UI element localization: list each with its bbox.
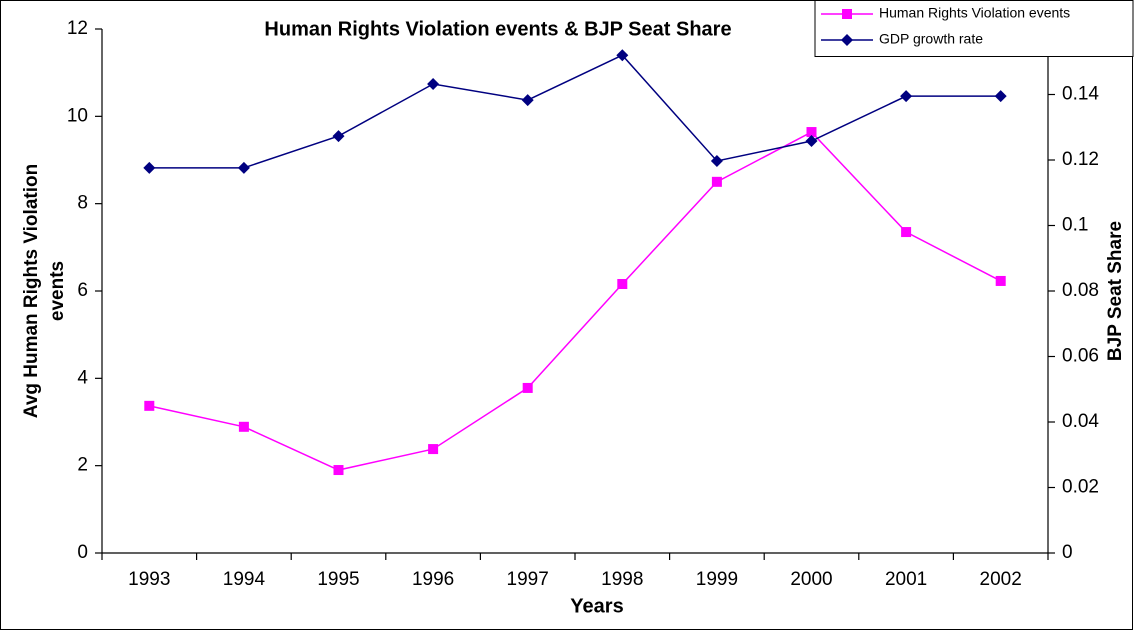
y2-tick-label: 0.02 (1062, 477, 1099, 498)
marker (427, 78, 440, 91)
y-axis-label: Avg Human Rights Violation events (21, 164, 68, 418)
marker (617, 279, 628, 290)
y-tick-label: 12 (67, 18, 88, 39)
series-line (149, 54, 1001, 169)
marker (143, 161, 156, 174)
legend-box (814, 0, 1134, 57)
y-tick-label: 8 (77, 193, 88, 214)
marker (994, 90, 1007, 103)
y2-tick-label: 0 (1062, 542, 1073, 563)
x-tick-label: 2002 (980, 569, 1022, 590)
marker (710, 154, 723, 167)
marker (842, 9, 852, 19)
legend-label: Human Rights Violation events (879, 5, 1070, 21)
y2-axis-label-text: BJP Seat Share (1105, 221, 1126, 361)
x-tick-label: 1994 (223, 569, 266, 590)
y-axis-label-line: Avg Human Rights Violation (21, 164, 42, 418)
marker (901, 227, 912, 238)
marker (521, 94, 534, 107)
y2-tick-label: 0.12 (1062, 149, 1099, 170)
x-tick-label: 1999 (696, 569, 738, 590)
marker (995, 275, 1006, 286)
y2-tick-label: 0.08 (1062, 280, 1099, 301)
y-tick-label: 10 (67, 105, 88, 126)
marker (900, 90, 913, 103)
x-tick-label: 1996 (412, 569, 454, 590)
marker (522, 382, 533, 393)
x-tick-label: 2001 (885, 569, 927, 590)
x-tick-label: 1995 (317, 569, 359, 590)
y-tick-label: 6 (77, 280, 88, 301)
marker (144, 400, 155, 411)
y-axis-label-line: events (47, 261, 68, 321)
marker (616, 49, 629, 62)
marker (806, 127, 817, 138)
x-axis-label: Years (570, 595, 623, 617)
x-tick-label: 1993 (128, 569, 170, 590)
marker (332, 130, 345, 143)
marker (333, 465, 344, 476)
marker (428, 444, 439, 455)
y-tick-label: 2 (77, 455, 88, 476)
y2-tick-label: 0.04 (1062, 411, 1099, 432)
legend-label: GDP growth rate (879, 31, 983, 47)
series-line (149, 131, 1002, 471)
x-tick-label: 2000 (790, 569, 832, 590)
y-tick-label: 0 (77, 542, 88, 563)
x-tick-label: 1998 (601, 569, 643, 590)
y2-tick-label: 0.14 (1062, 84, 1099, 105)
chart-title: Human Rights Violation events & BJP Seat… (264, 18, 731, 40)
x-tick-label: 1997 (507, 569, 549, 590)
y2-tick-label: 0.06 (1062, 346, 1099, 367)
y-tick-label: 4 (77, 367, 88, 388)
marker (805, 135, 818, 148)
marker (841, 34, 853, 46)
y2-axis-label: BJP Seat Share (1105, 221, 1126, 361)
y2-tick-label: 0.1 (1062, 215, 1088, 236)
marker (237, 161, 250, 174)
marker (711, 176, 722, 187)
marker (238, 421, 249, 432)
